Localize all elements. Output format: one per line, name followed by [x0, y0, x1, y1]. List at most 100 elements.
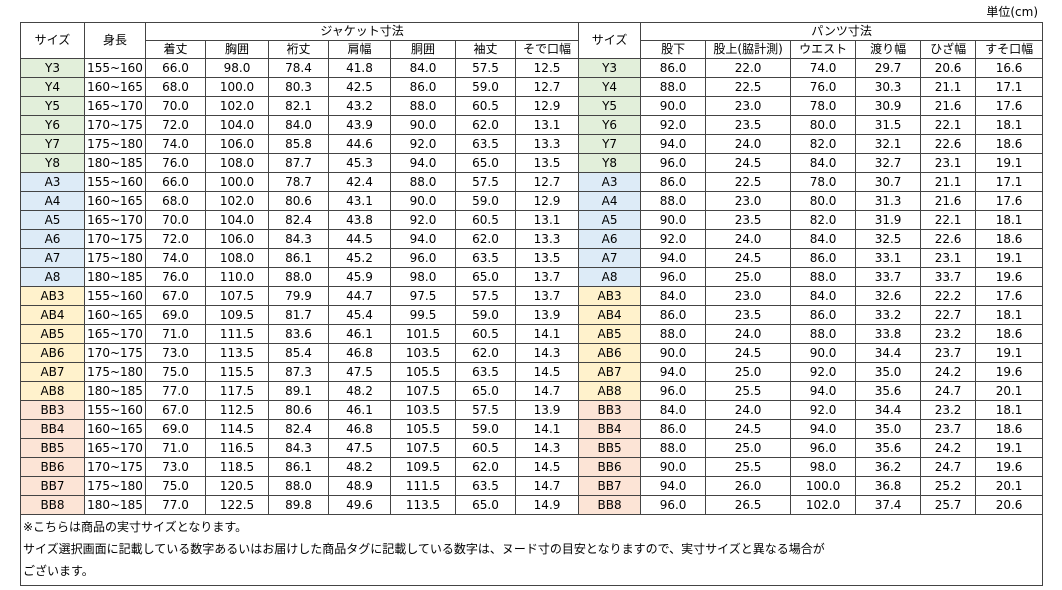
value-cell: 18.6 [975, 419, 1044, 439]
value-cell: 175~180 [84, 134, 146, 154]
value-cell: 19.6 [975, 457, 1044, 477]
header-cell: 胴囲 [390, 40, 456, 59]
value-cell: 21.6 [920, 191, 977, 211]
value-cell: 18.6 [975, 324, 1044, 344]
value-cell: 24.2 [920, 362, 977, 382]
value-cell: 14.3 [514, 343, 580, 363]
value-cell: 63.5 [455, 134, 516, 154]
value-cell: 170~175 [84, 229, 146, 249]
value-cell: 107.5 [205, 286, 269, 306]
notes-cell: ※こちらは商品の実寸サイズとなります。 サイズ選択画面に記載している数字あるいはお… [19, 514, 1044, 586]
value-cell: 112.5 [205, 400, 269, 420]
value-cell: 33.8 [855, 324, 922, 344]
value-cell: 21.1 [920, 172, 977, 192]
table-row: A7 175~180 74.0 108.0 86.1 45.2 96.0 63.5 13.5 A7… [20, 248, 1044, 268]
value-cell: 88.0 [640, 324, 707, 344]
header-cell: ウエスト [790, 40, 857, 59]
value-cell: 96.0 [640, 267, 707, 287]
value-cell: 14.9 [514, 495, 580, 515]
value-cell: 74.0 [145, 134, 206, 154]
value-cell: 103.5 [390, 343, 456, 363]
value-cell: 87.3 [268, 362, 329, 382]
value-cell: 67.0 [145, 400, 206, 420]
table-row: AB5 165~170 71.0 111.5 83.6 46.1 101.5 60.5 14.1… [20, 324, 1044, 344]
value-cell: 88.0 [790, 267, 857, 287]
table-row: BB3 155~160 67.0 112.5 80.6 46.1 103.5 57.5 13.9… [20, 400, 1044, 420]
value-cell: 57.5 [455, 172, 516, 192]
value-cell: 97.5 [390, 286, 456, 306]
value-cell: 72.0 [145, 229, 206, 249]
value-cell: 101.5 [390, 324, 456, 344]
size-cell: A6 [578, 229, 642, 249]
value-cell: 117.5 [205, 381, 269, 401]
value-cell: 90.0 [640, 457, 707, 477]
value-cell: 82.4 [268, 419, 329, 439]
value-cell: 68.0 [145, 77, 206, 97]
value-cell: 22.0 [705, 58, 792, 78]
value-cell: 23.0 [705, 191, 792, 211]
value-cell: 115.5 [205, 362, 269, 382]
value-cell: 94.0 [790, 381, 857, 401]
table-row: AB3 155~160 67.0 107.5 79.9 44.7 97.5 57.5 13.7 A… [20, 286, 1044, 306]
value-cell: 41.8 [328, 58, 391, 78]
value-cell: 96.0 [390, 248, 456, 268]
value-cell: 70.0 [145, 210, 206, 230]
value-cell: 86.0 [790, 305, 857, 325]
size-cell: A5 [20, 210, 85, 230]
value-cell: 29.7 [855, 58, 922, 78]
table-row: AB8 180~185 77.0 117.5 89.1 48.2 107.5 65.0 14.7… [20, 381, 1044, 401]
value-cell: 92.0 [640, 229, 707, 249]
value-cell: 78.0 [790, 172, 857, 192]
value-cell: 65.0 [455, 381, 516, 401]
value-cell: 175~180 [84, 248, 146, 268]
value-cell: 42.4 [328, 172, 391, 192]
size-cell: BB6 [578, 457, 642, 477]
value-cell: 88.0 [790, 324, 857, 344]
value-cell: 74.0 [145, 248, 206, 268]
value-cell: 30.9 [855, 96, 922, 116]
value-cell: 24.5 [705, 248, 792, 268]
value-cell: 102.0 [790, 495, 857, 515]
size-cell: BB7 [20, 476, 85, 496]
value-cell: 19.1 [975, 153, 1044, 173]
size-cell: A3 [578, 172, 642, 192]
value-cell: 114.5 [205, 419, 269, 439]
value-cell: 113.5 [390, 495, 456, 515]
table-row: A3 155~160 66.0 100.0 78.7 42.4 88.0 57.5 12.7 A3… [20, 172, 1044, 192]
value-cell: 165~170 [84, 438, 146, 458]
value-cell: 13.5 [514, 153, 580, 173]
value-cell: 80.6 [268, 400, 329, 420]
size-cell: Y6 [578, 115, 642, 135]
value-cell: 23.1 [920, 248, 977, 268]
value-cell: 14.1 [514, 324, 580, 344]
table-row: Y8 180~185 76.0 108.0 87.7 45.3 94.0 65.0 13.5 Y8… [20, 153, 1044, 173]
value-cell: 175~180 [84, 362, 146, 382]
size-cell: BB8 [20, 495, 85, 515]
size-cell: AB4 [20, 305, 85, 325]
value-cell: 23.7 [920, 343, 977, 363]
value-cell: 86.0 [640, 305, 707, 325]
value-cell: 35.6 [855, 438, 922, 458]
value-cell: 84.0 [790, 153, 857, 173]
header-cell: 股上(脇計測) [705, 40, 792, 59]
value-cell: 76.0 [790, 77, 857, 97]
value-cell: 96.0 [640, 495, 707, 515]
size-cell: AB4 [578, 305, 642, 325]
value-cell: 19.1 [975, 248, 1044, 268]
value-cell: 82.0 [790, 134, 857, 154]
value-cell: 18.1 [975, 210, 1044, 230]
size-cell: Y7 [20, 134, 85, 154]
value-cell: 22.5 [705, 172, 792, 192]
value-cell: 25.5 [705, 457, 792, 477]
value-cell: 57.5 [455, 400, 516, 420]
size-cell: AB6 [20, 343, 85, 363]
value-cell: 33.7 [855, 267, 922, 287]
value-cell: 32.7 [855, 153, 922, 173]
value-cell: 155~160 [84, 172, 146, 192]
value-cell: 86.1 [268, 248, 329, 268]
value-cell: 22.1 [920, 115, 977, 135]
value-cell: 90.0 [390, 115, 456, 135]
table-row: AB6 170~175 73.0 113.5 85.4 46.8 103.5 62.0 14.3… [20, 343, 1044, 363]
value-cell: 75.0 [145, 476, 206, 496]
value-cell: 96.0 [640, 381, 707, 401]
